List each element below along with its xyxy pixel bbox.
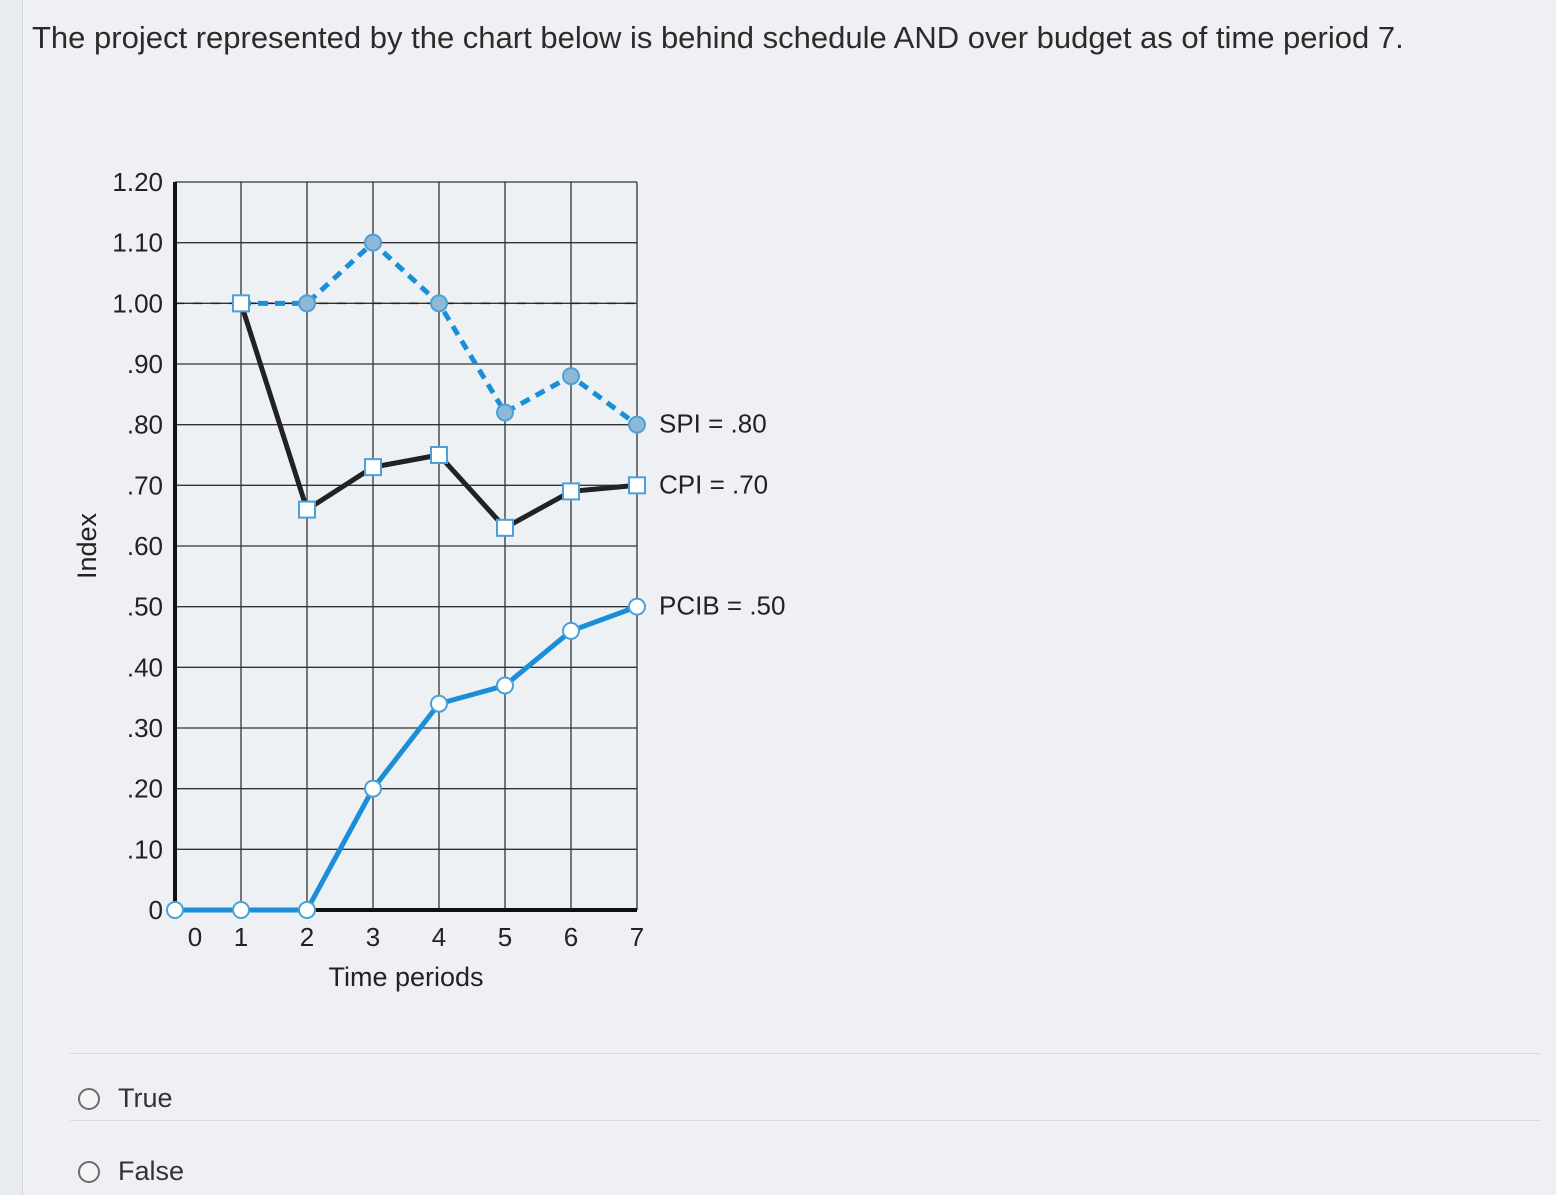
series-point-spi-4 xyxy=(496,403,514,422)
x-tick-label-4: 4 xyxy=(432,922,446,952)
series-point-spi-1 xyxy=(298,294,316,313)
x-tick-label-2: 2 xyxy=(300,922,314,952)
series-point-cpi-6 xyxy=(628,476,646,495)
y-tick-label-8: .80 xyxy=(127,410,163,440)
answer-divider-middle xyxy=(70,1120,1540,1121)
x-tick-label-5: 5 xyxy=(498,922,512,952)
y-tick-label-4: .40 xyxy=(127,652,163,682)
x-axis-label: Time periods xyxy=(328,962,483,992)
answer-label-true: True xyxy=(118,1083,173,1113)
series-point-cpi-2 xyxy=(364,458,382,477)
series-line-pcib xyxy=(175,604,638,913)
series-point-pcib-1 xyxy=(232,901,250,919)
y-tick-label-0: 0 xyxy=(149,895,163,925)
series-point-cpi-5 xyxy=(562,482,580,501)
series-point-pcib-0 xyxy=(166,901,184,919)
y-tick-label-6: .60 xyxy=(127,531,163,561)
series-point-pcib-5 xyxy=(496,676,514,695)
series-label-spi: SPI = .80 xyxy=(659,409,767,439)
answer-option-true[interactable]: True xyxy=(78,1083,173,1114)
series-point-pcib-3 xyxy=(364,779,382,798)
series-label-pcib: PCIB = .50 xyxy=(659,591,785,621)
answer-divider-top xyxy=(70,1053,1540,1054)
question-text: The project represented by the chart bel… xyxy=(32,20,1404,55)
series-point-pcib-6 xyxy=(562,621,580,640)
x-tick-label-0: 0 xyxy=(188,922,202,952)
y-tick-label-11: 1.10 xyxy=(112,228,163,258)
y-tick-label-10: 1.00 xyxy=(112,288,163,318)
performance-index-chart: 0 .10 .20 .30 .40 .50 .60 .70 .80 .90 1.00 1.10 1.20… xyxy=(72,167,785,992)
y-axis-label: Index xyxy=(72,512,102,579)
series-point-spi-5 xyxy=(562,367,580,386)
series-point-spi-3 xyxy=(430,294,448,313)
x-tick-label-3: 3 xyxy=(366,922,380,952)
series-point-spi-2 xyxy=(364,233,382,252)
radio-true[interactable] xyxy=(78,1087,100,1110)
y-tick-label-1: .10 xyxy=(127,834,163,864)
series-label-cpi: CPI = .70 xyxy=(659,469,768,499)
series-point-spi-6 xyxy=(628,415,646,434)
radio-false[interactable] xyxy=(78,1160,100,1183)
y-tick-label-7: .70 xyxy=(127,470,163,500)
answer-label-false: False xyxy=(118,1156,185,1186)
y-tick-label-5: .50 xyxy=(127,592,163,622)
series-point-cpi-0 xyxy=(232,294,250,313)
y-tick-label-9: .90 xyxy=(127,349,163,379)
x-tick-label-7: 7 xyxy=(630,922,644,952)
series-point-pcib-4 xyxy=(430,694,448,713)
series-point-pcib-2 xyxy=(298,901,316,919)
y-tick-label-12: 1.20 xyxy=(112,167,163,197)
series-point-pcib-7 xyxy=(628,597,646,616)
series-point-cpi-4 xyxy=(496,518,514,537)
series-point-cpi-3 xyxy=(430,446,448,464)
x-tick-label-1: 1 xyxy=(234,922,248,952)
y-tick-label-3: .30 xyxy=(127,713,163,743)
x-tick-label-6: 6 xyxy=(564,922,578,952)
y-tick-label-2: .20 xyxy=(127,774,163,804)
series-point-cpi-1 xyxy=(298,500,316,519)
answer-option-false[interactable]: False xyxy=(78,1156,184,1187)
